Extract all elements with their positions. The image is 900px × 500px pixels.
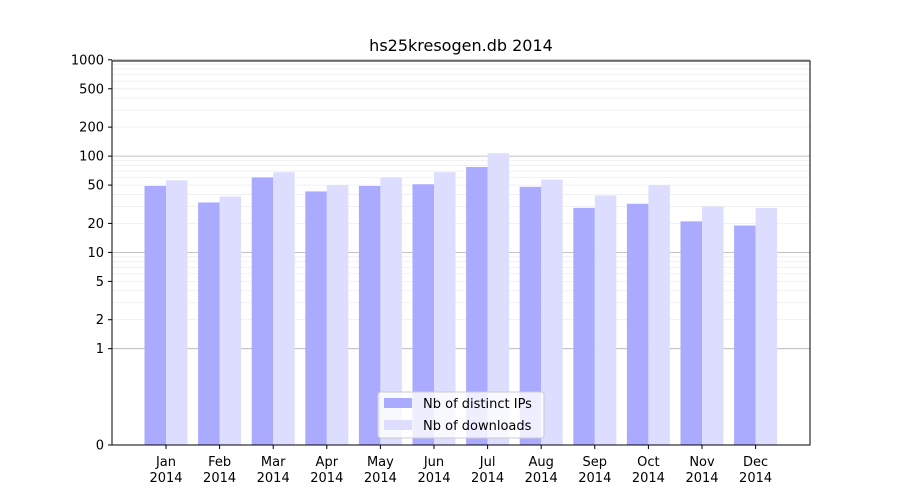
bar-downloads: [219, 196, 242, 445]
x-tick-label-month: Dec: [743, 455, 768, 470]
bar-downloads: [755, 207, 778, 445]
bar-downloads: [594, 195, 617, 445]
x-tick-label-month: May: [367, 455, 394, 470]
legend-swatch-downloads: [384, 420, 412, 430]
x-tick-label-year: 2014: [739, 471, 772, 486]
y-axis: 0 1 2 5 10 20 50 100 200 500 1000: [71, 53, 112, 454]
chart-title: hs25kresogen.db 2014: [369, 36, 553, 55]
bar-downloads: [648, 185, 670, 446]
x-tick-label-year: 2014: [310, 471, 343, 486]
bar-distinct-ips: [358, 185, 381, 445]
x-tick-label-month: Sep: [583, 455, 608, 470]
bar-distinct-ips: [305, 191, 327, 445]
x-tick-label-month: Jan: [155, 455, 176, 470]
legend-box: [377, 391, 545, 439]
bar-downloads: [326, 185, 349, 446]
x-tick-label-year: 2014: [685, 471, 718, 486]
x-tick-label-month: Nov: [689, 455, 715, 470]
bar-distinct-ips: [251, 177, 274, 445]
bar-downloads: [702, 206, 724, 445]
x-tick-label-month: Apr: [316, 455, 339, 470]
x-tick-label-year: 2014: [203, 471, 236, 486]
legend: Nb of distinct IPs Nb of downloads: [377, 391, 545, 439]
bar-distinct-ips: [680, 221, 702, 445]
x-tick-label-month: Mar: [261, 455, 286, 470]
x-tick-label-year: 2014: [257, 471, 290, 486]
bar-downloads: [434, 172, 456, 446]
x-tick-label-year: 2014: [471, 471, 504, 486]
x-axis: Jan2014Feb2014Mar2014Apr2014May2014Jun20…: [149, 445, 772, 486]
bar-distinct-ips: [734, 225, 756, 445]
plot-area-frame: [111, 60, 811, 446]
y-tick-label: 50: [87, 179, 104, 194]
y-tick-label: 200: [79, 121, 104, 136]
x-tick-label-year: 2014: [417, 471, 450, 486]
bar-downloads: [487, 153, 510, 446]
y-tick-label: 5: [96, 275, 104, 290]
legend-label-downloads: Nb of downloads: [423, 419, 532, 434]
bar-downloads: [273, 172, 295, 446]
y-tick-label: 20: [87, 217, 104, 232]
bar-distinct-ips: [144, 185, 166, 445]
y-tick-label: 100: [79, 150, 104, 165]
x-tick-label-month: Jun: [423, 455, 444, 470]
bar-downloads: [380, 177, 402, 445]
y-tick-label: 1000: [71, 53, 104, 68]
bar-downloads: [541, 179, 563, 445]
bars: [144, 153, 778, 446]
x-tick-label-year: 2014: [632, 471, 665, 486]
bar-distinct-ips: [198, 202, 220, 445]
y-tick-label: 1: [96, 342, 104, 357]
y-tick-label: 500: [79, 82, 104, 97]
y-tick-label: 10: [87, 246, 104, 261]
bar-distinct-ips: [573, 207, 595, 445]
legend-label-distinct-ips: Nb of distinct IPs: [423, 397, 532, 412]
x-tick-label-month: Jul: [479, 455, 496, 470]
x-tick-label-year: 2014: [525, 471, 558, 486]
bar-distinct-ips: [466, 167, 488, 445]
y-tick-label: 0: [96, 439, 104, 454]
x-tick-label-month: Aug: [529, 455, 554, 470]
bar-downloads: [166, 180, 188, 445]
bar-distinct-ips: [412, 184, 434, 445]
y-tick-label: 2: [96, 313, 104, 328]
x-tick-label-month: Oct: [637, 455, 659, 470]
x-tick-label-month: Feb: [208, 455, 231, 470]
x-tick-label-year: 2014: [578, 471, 611, 486]
x-tick-label-year: 2014: [149, 471, 182, 486]
x-tick-label-year: 2014: [364, 471, 397, 486]
legend-swatch-distinct-ips: [384, 398, 412, 408]
bar-distinct-ips: [626, 203, 649, 445]
bar-distinct-ips: [519, 186, 542, 446]
